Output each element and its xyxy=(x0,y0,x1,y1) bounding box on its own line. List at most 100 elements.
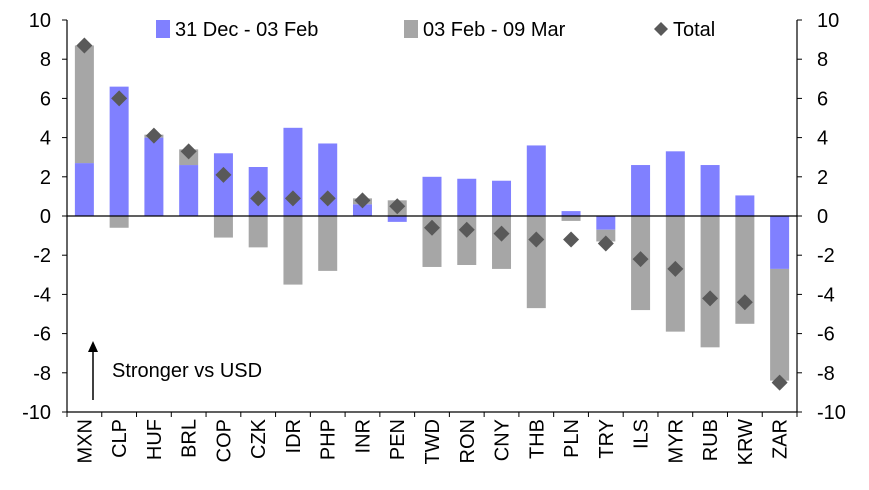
bar-dec-feb-ils xyxy=(631,165,651,216)
axes-layer: -10 -10 -8 -8 -6 -6 -4 -4 -2 -2 0 0 2 2 4 4 6 6 8 8 10 10 MXN C… xyxy=(22,10,846,465)
bar-feb-mar-thb xyxy=(526,216,546,309)
y-tick-label-right: 0 xyxy=(817,206,828,228)
x-tick-label-czk: CZK xyxy=(248,418,270,459)
y-tick-label-left: 10 xyxy=(29,10,51,32)
total-marker-rub xyxy=(702,290,719,307)
bar-feb-mar-cny xyxy=(492,216,512,269)
x-tick-label-huf: HUF xyxy=(144,419,166,460)
bar-dec-feb-idr xyxy=(283,127,303,216)
legend: 31 Dec - 03 Feb 03 Feb - 09 Mar Total xyxy=(156,19,715,41)
bar-dec-feb-zar xyxy=(770,216,790,269)
total-marker-pen xyxy=(389,198,406,215)
x-tick-label-zar: ZAR xyxy=(770,419,792,459)
annotation: Stronger vs USD xyxy=(88,341,262,400)
total-marker-try xyxy=(597,235,614,252)
total-marker-php xyxy=(319,190,336,207)
legend-label-0: 31 Dec - 03 Feb xyxy=(175,19,318,41)
x-tick-label-php: PHP xyxy=(318,419,340,460)
y-tick-label-right: -4 xyxy=(817,284,835,306)
y-tick-label-right: 6 xyxy=(817,88,828,110)
total-marker-ron xyxy=(458,221,475,238)
y-tick-label-left: -8 xyxy=(33,363,51,385)
bar-dec-feb-pen xyxy=(387,216,407,222)
y-tick-label-left: 2 xyxy=(40,167,51,189)
bar-dec-feb-cop xyxy=(213,153,233,216)
legend-swatch-total xyxy=(654,22,668,36)
total-marker-inr xyxy=(354,192,371,209)
x-tick-label-ils: ILS xyxy=(631,419,653,449)
y-tick-label-right: 8 xyxy=(817,49,828,71)
total-marker-mxn xyxy=(76,37,93,54)
bar-dec-feb-ron xyxy=(457,178,477,216)
x-tick-label-cop: COP xyxy=(213,419,235,462)
x-tick-label-pen: PEN xyxy=(387,419,409,460)
total-marker-cny xyxy=(493,225,510,242)
y-tick-label-left: 6 xyxy=(40,88,51,110)
bar-dec-feb-rub xyxy=(700,165,720,216)
total-marker-krw xyxy=(736,294,753,311)
total-marker-myr xyxy=(667,260,684,277)
bar-dec-feb-krw xyxy=(735,195,755,216)
markers-layer xyxy=(76,37,788,391)
bar-dec-feb-thb xyxy=(526,145,546,216)
x-tick-label-rub: RUB xyxy=(700,419,722,461)
total-marker-pln xyxy=(563,231,580,248)
y-tick-label-left: 0 xyxy=(40,206,51,228)
x-tick-label-clp: CLP xyxy=(109,419,131,458)
bar-feb-mar-czk xyxy=(248,216,268,248)
x-tick-label-inr: INR xyxy=(352,419,374,453)
y-tick-label-left: -4 xyxy=(33,284,51,306)
x-tick-label-brl: BRL xyxy=(179,419,201,458)
bar-feb-mar-clp xyxy=(109,216,129,228)
bar-feb-mar-cop xyxy=(213,216,233,238)
x-tick-label-mxn: MXN xyxy=(74,419,96,463)
bar-feb-mar-php xyxy=(318,216,338,271)
x-tick-label-myr: MYR xyxy=(665,419,687,463)
y-tick-label-left: -6 xyxy=(33,324,51,346)
y-tick-label-left: -10 xyxy=(22,402,51,424)
bar-dec-feb-mxn xyxy=(74,163,94,216)
y-tick-label-left: 8 xyxy=(40,49,51,71)
y-tick-label-left: -2 xyxy=(33,245,51,267)
bar-feb-mar-zar xyxy=(770,268,790,381)
total-marker-ils xyxy=(632,251,649,268)
y-tick-label-right: -6 xyxy=(817,324,835,346)
legend-label-2: Total xyxy=(673,19,715,41)
y-tick-label-right: 2 xyxy=(817,167,828,189)
bar-dec-feb-twd xyxy=(422,176,442,216)
bars-layer xyxy=(74,45,790,381)
bar-feb-mar-krw xyxy=(735,216,755,324)
x-tick-label-cny: CNY xyxy=(492,419,514,461)
x-tick-label-twd: TWD xyxy=(422,419,444,465)
bar-dec-feb-cny xyxy=(492,180,512,216)
x-tick-label-try: TRY xyxy=(596,419,618,459)
y-tick-label-right: -10 xyxy=(817,402,846,424)
bar-dec-feb-try xyxy=(596,216,616,230)
total-marker-brl xyxy=(180,143,197,160)
total-marker-twd xyxy=(424,219,440,236)
bar-feb-mar-pln xyxy=(561,216,581,221)
y-tick-label-right: 10 xyxy=(817,10,839,32)
x-tick-label-krw: KRW xyxy=(735,419,757,465)
annotation-text: Stronger vs USD xyxy=(112,360,262,382)
x-tick-label-idr: IDR xyxy=(283,419,305,453)
legend-swatch-1 xyxy=(404,20,418,38)
bar-dec-feb-brl xyxy=(179,165,199,216)
legend-swatch-0 xyxy=(156,20,170,38)
x-tick-label-ron: RON xyxy=(457,419,479,463)
x-tick-label-pln: PLN xyxy=(561,419,583,458)
bar-dec-feb-myr xyxy=(665,151,685,216)
y-tick-label-left: 4 xyxy=(40,128,51,150)
bar-feb-mar-idr xyxy=(283,216,303,285)
y-tick-label-right: -2 xyxy=(817,245,835,267)
total-marker-idr xyxy=(284,190,301,207)
bar-dec-feb-inr xyxy=(352,204,372,216)
arrow-up-icon xyxy=(88,341,98,352)
bar-feb-mar-rub xyxy=(700,216,720,348)
bar-dec-feb-pln xyxy=(561,211,581,216)
total-marker-czk xyxy=(250,190,267,207)
y-tick-label-right: -8 xyxy=(817,363,835,385)
y-tick-label-right: 4 xyxy=(817,128,828,150)
bar-dec-feb-huf xyxy=(144,137,164,216)
